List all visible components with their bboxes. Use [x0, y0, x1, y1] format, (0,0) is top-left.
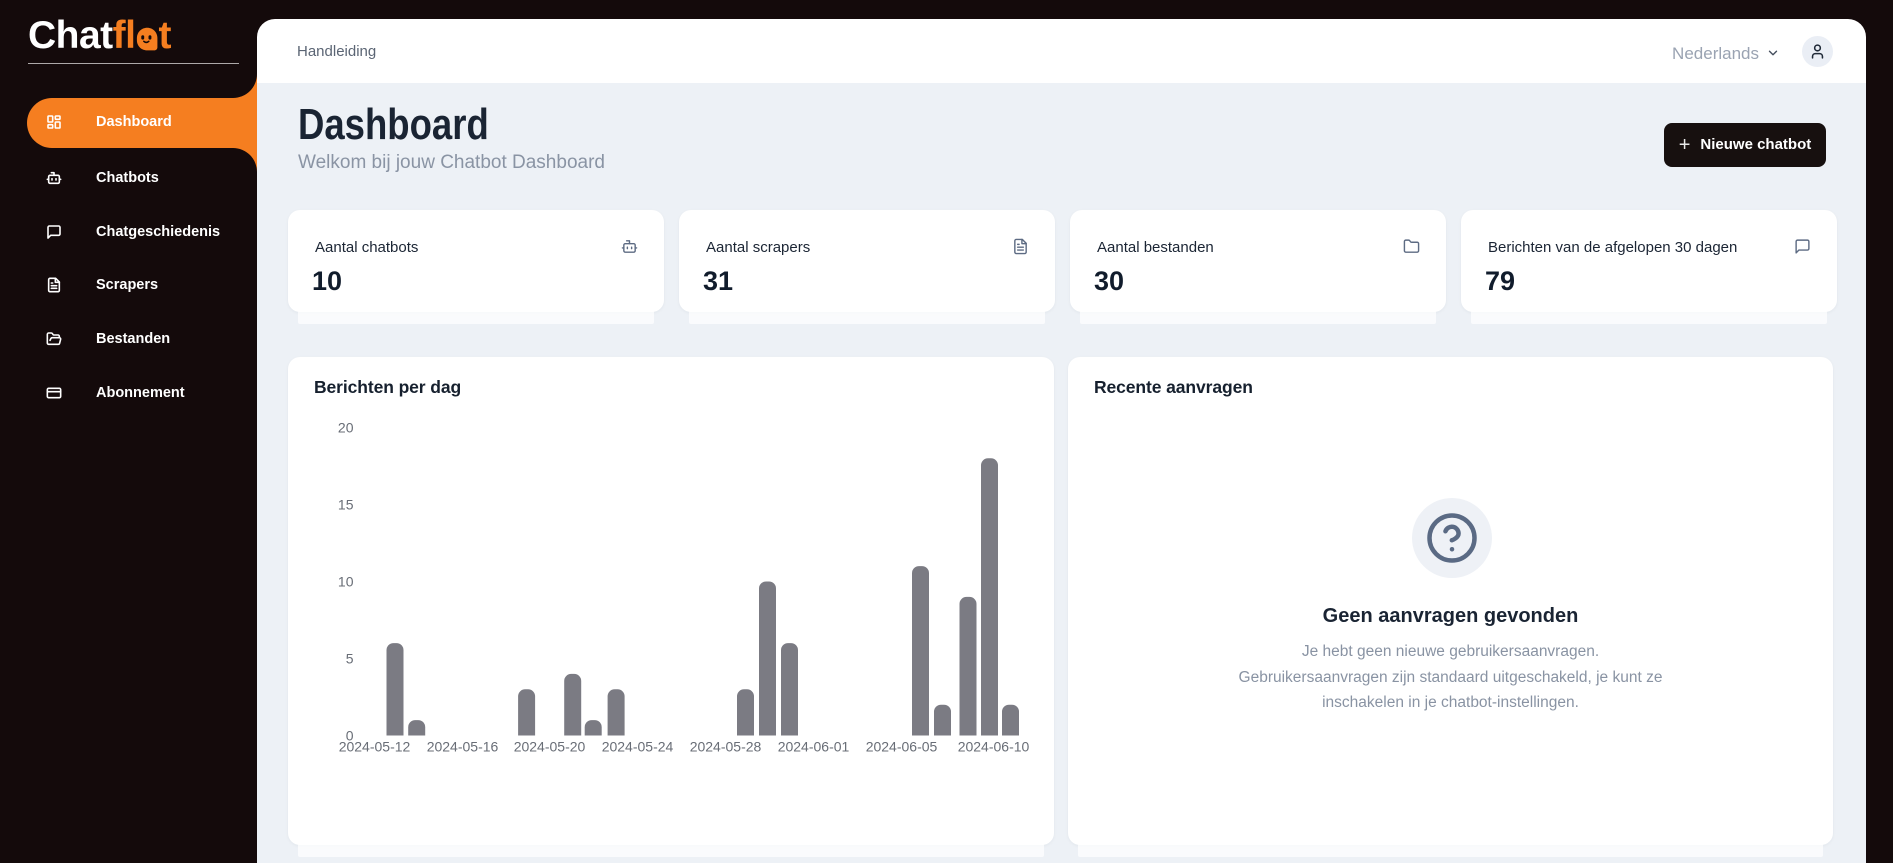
svg-text:2024-05-12: 2024-05-12 [339, 739, 411, 755]
svg-text:2024-06-10: 2024-06-10 [958, 739, 1030, 755]
svg-text:0: 0 [346, 728, 354, 744]
svg-text:10: 10 [338, 574, 354, 590]
svg-text:2024-05-16: 2024-05-16 [427, 739, 499, 755]
svg-text:20: 20 [338, 420, 354, 436]
svg-text:2024-05-24: 2024-05-24 [602, 739, 674, 755]
svg-text:15: 15 [338, 497, 354, 513]
svg-text:2024-05-20: 2024-05-20 [514, 739, 586, 755]
svg-text:2024-06-01: 2024-06-01 [778, 739, 850, 755]
svg-text:2024-06-05: 2024-06-05 [866, 739, 938, 755]
svg-text:5: 5 [346, 651, 354, 667]
svg-text:2024-05-28: 2024-05-28 [690, 739, 762, 755]
